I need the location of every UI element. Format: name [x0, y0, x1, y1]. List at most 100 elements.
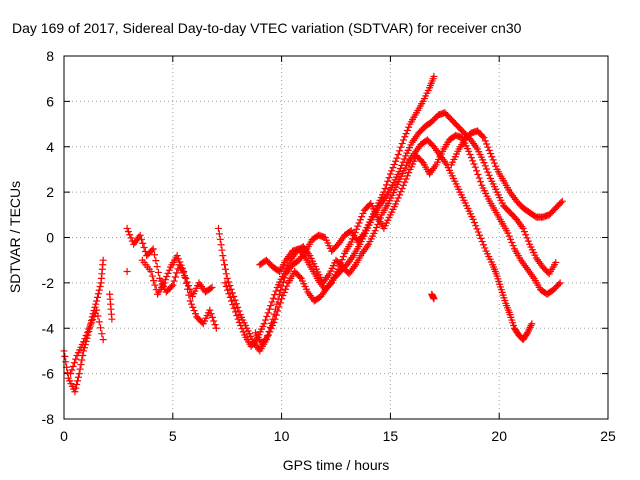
data-point: [171, 273, 179, 281]
data-point: [480, 241, 488, 249]
data-point: [394, 194, 402, 202]
data-point: [139, 239, 147, 247]
data-point: [221, 261, 229, 269]
data-point: [279, 292, 287, 300]
data-point: [401, 133, 409, 141]
data-point: [398, 161, 406, 169]
data-point: [405, 169, 413, 177]
data-point: [227, 285, 235, 293]
y-tick-label: -8: [42, 411, 55, 427]
data-point: [95, 286, 103, 294]
data-point: [385, 174, 393, 182]
data-point: [223, 274, 231, 282]
data-point: [94, 290, 102, 298]
data-point: [395, 168, 403, 176]
data-point: [272, 287, 280, 295]
data-point: [269, 294, 277, 302]
data-point: [214, 224, 222, 232]
data-point: [481, 137, 489, 145]
data-point: [77, 361, 85, 369]
data-point: [217, 241, 225, 249]
data-point: [207, 310, 215, 318]
data-point: [68, 366, 76, 374]
data-point: [80, 347, 88, 355]
data-point: [186, 297, 194, 305]
data-point: [505, 232, 513, 240]
data-point: [73, 377, 81, 385]
data-point: [73, 381, 81, 389]
data-point: [552, 258, 560, 266]
data-point: [397, 143, 405, 151]
data-point: [339, 253, 347, 261]
data-point: [207, 284, 215, 292]
data-point: [399, 158, 407, 166]
data-point: [97, 324, 105, 332]
data-point: [80, 338, 88, 346]
data-point: [400, 155, 408, 163]
data-point: [393, 154, 401, 162]
data-point: [405, 123, 413, 131]
data-point: [355, 219, 363, 227]
data-point: [388, 167, 396, 175]
data-point: [474, 170, 482, 178]
data-point: [123, 224, 131, 232]
data-point: [206, 306, 214, 314]
data-point: [398, 140, 406, 148]
data-point: [177, 261, 185, 269]
data-point: [212, 324, 220, 332]
data-point: [230, 304, 238, 312]
data-point: [384, 177, 392, 185]
data-point: [394, 150, 402, 158]
data-point: [389, 164, 397, 172]
data-point: [282, 285, 290, 293]
data-point: [507, 235, 515, 243]
data-point: [490, 159, 498, 167]
data-point: [173, 252, 181, 260]
data-point: [231, 308, 239, 316]
data-point: [149, 245, 157, 253]
data-point: [271, 291, 279, 299]
y-tick-label: 4: [46, 139, 54, 155]
data-point: [520, 228, 528, 236]
data-point: [67, 370, 75, 378]
data-point: [523, 234, 531, 242]
data-point: [71, 388, 79, 396]
data-point: [124, 228, 132, 236]
x-tick-label: 0: [60, 428, 68, 444]
data-point: [484, 168, 492, 176]
data-point: [278, 295, 286, 303]
data-point: [185, 291, 193, 299]
data-point: [234, 303, 242, 311]
data-point: [62, 358, 70, 366]
data-point: [393, 197, 401, 205]
data-point: [229, 301, 237, 309]
data-point: [231, 296, 239, 304]
data-point: [261, 316, 269, 324]
data-point: [399, 136, 407, 144]
data-point: [504, 229, 512, 237]
data-point: [270, 318, 278, 326]
data-point: [519, 224, 527, 232]
chart-title: Day 169 of 2017, Sidereal Day-to-day VTE…: [12, 20, 522, 36]
data-point: [221, 279, 229, 287]
data-point: [161, 276, 169, 284]
data-point: [99, 256, 107, 264]
data-point: [467, 154, 475, 162]
data-point: [87, 319, 95, 327]
data-point: [358, 213, 366, 221]
data-point: [276, 299, 284, 307]
data-point: [151, 251, 159, 259]
data-point: [430, 295, 438, 303]
data-point: [215, 230, 223, 238]
data-point: [180, 268, 188, 276]
data-point: [92, 300, 100, 308]
data-point: [263, 312, 271, 320]
data-point: [470, 160, 478, 168]
data-point: [89, 316, 97, 324]
data-point: [216, 235, 224, 243]
data-point: [163, 273, 171, 281]
x-axis-label: GPS time / hours: [283, 457, 390, 473]
data-point: [481, 244, 489, 252]
data-point: [137, 235, 145, 243]
data-point: [473, 167, 481, 175]
